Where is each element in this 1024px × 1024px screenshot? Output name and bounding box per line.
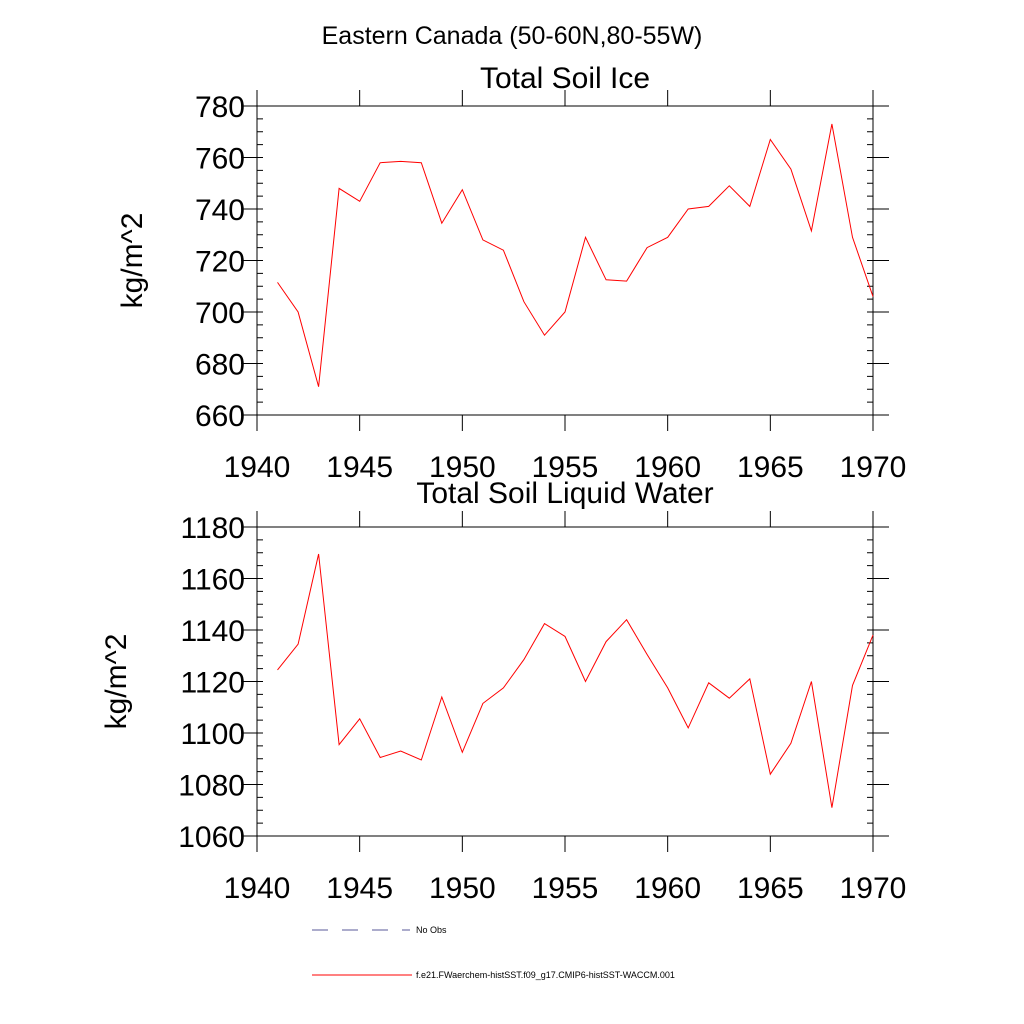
y-tick-label: 700 [195,297,245,330]
y-tick-label: 1120 [180,667,245,700]
x-tick-label: 1940 [224,451,291,484]
y-tick-label: 680 [195,349,245,382]
x-tick-label: 1950 [429,451,496,484]
series-line [277,553,874,808]
total-soil-ice-panel: Total Soil Ice 1940 1945 1950 1955 1960 1965 19… [116,62,906,484]
y-tick-label: 720 [195,246,245,279]
legend: No Obs f.e21.FWaerchem-histSST.f09_g17.C… [312,925,675,980]
x-tick-label: 1960 [634,451,701,484]
x-tick-label: 1970 [840,872,907,905]
y-axis-label: kg/m^2 [100,634,133,730]
y-tick-label: 1180 [180,512,245,545]
legend-label-model-run: f.e21.FWaerchem-histSST.f09_g17.CMIP6-hi… [416,970,675,980]
x-tick-label: 1970 [840,451,907,484]
y-tick-label: 1100 [180,718,245,751]
y-tick-label: 1160 [180,564,245,597]
x-tick-label: 1960 [634,872,701,905]
y-tick-label: 1060 [178,821,245,854]
x-tick-label: 1965 [737,872,804,905]
x-tick-label: 1945 [326,451,393,484]
total-soil-liquid-water-panel: Total Soil Liquid Water 1940 1945 1950 1955 1… [100,477,906,905]
plot-frame [256,105,874,416]
panel-title: Total Soil Liquid Water [416,477,713,510]
x-tick-label: 1965 [737,451,804,484]
x-tick-label: 1955 [532,451,599,484]
x-tick-label: 1945 [326,872,393,905]
y-axis-label: kg/m^2 [116,213,149,309]
x-tick-label: 1955 [532,872,599,905]
y-tick-label: 780 [195,91,245,124]
y-tick-label: 740 [195,194,245,227]
legend-item-no-obs: No Obs [312,925,447,935]
plot-frame [256,526,874,837]
panel-title: Total Soil Ice [480,62,650,95]
legend-label-no-obs: No Obs [416,925,447,935]
y-tick-label: 1140 [180,615,245,648]
figure-title: Eastern Canada (50-60N,80-55W) [322,22,703,50]
y-tick-label: 1080 [178,770,245,803]
x-tick-label: 1950 [429,872,496,905]
legend-item-model-run: f.e21.FWaerchem-histSST.f09_g17.CMIP6-hi… [312,970,675,980]
series-line [277,123,874,387]
y-tick-label: 760 [195,143,245,176]
x-tick-label: 1940 [224,872,291,905]
y-tick-label: 660 [195,400,245,433]
